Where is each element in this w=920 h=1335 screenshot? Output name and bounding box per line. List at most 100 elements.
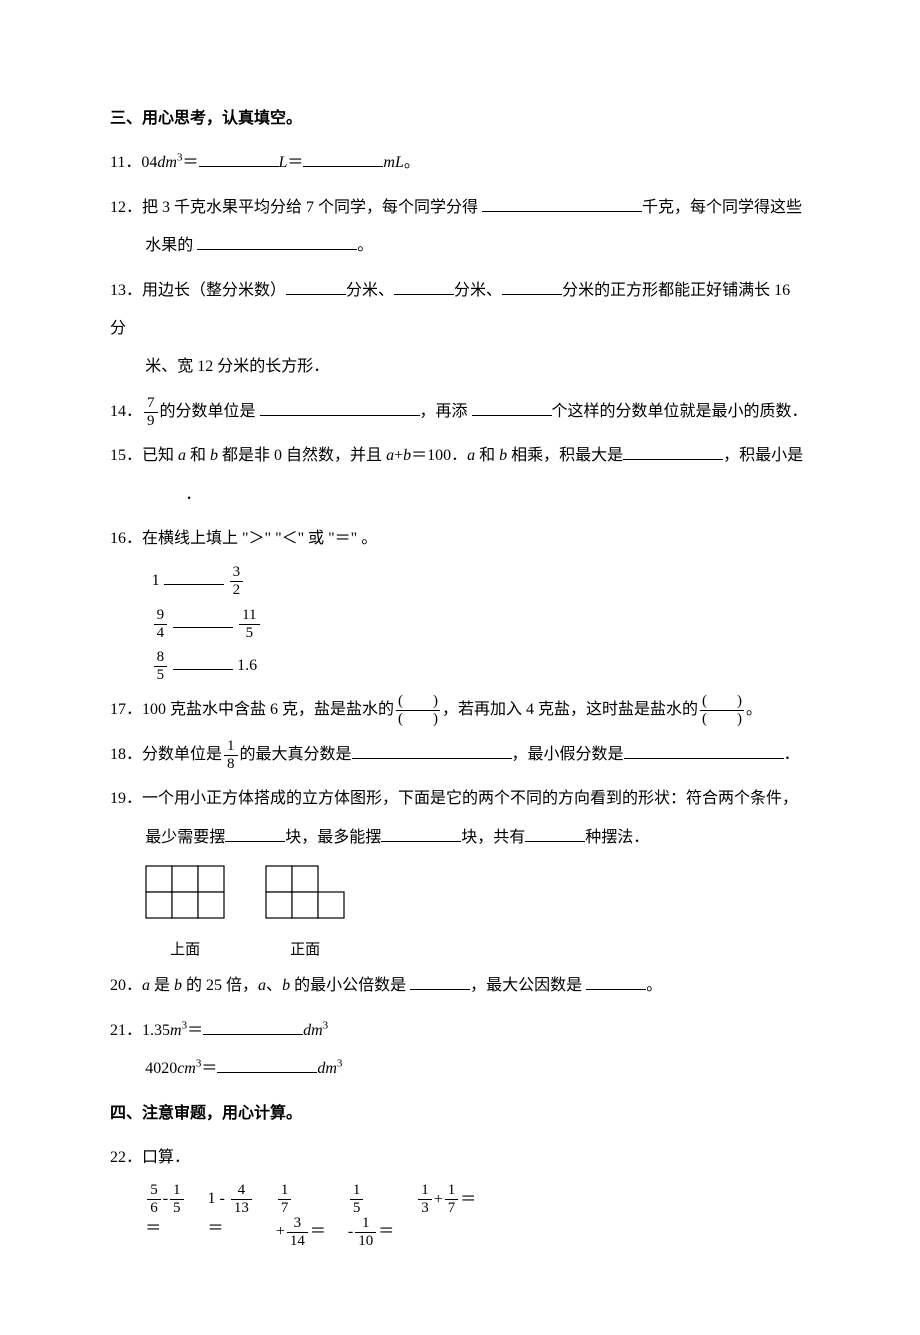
q-num: 22．	[110, 1149, 142, 1166]
frac-den: 5	[350, 1200, 364, 1216]
q-num: 20．	[110, 977, 142, 994]
blank[interactable]	[164, 568, 224, 585]
fraction-1-8: 18	[224, 739, 238, 772]
text: 分米、	[454, 282, 502, 299]
q13-line2: 米、宽 12 分米的长方形．	[110, 348, 810, 386]
text: ，再添	[420, 403, 472, 420]
val: 4020	[145, 1060, 177, 1077]
text: ，最小假分数是	[512, 746, 624, 763]
text: 口算．	[142, 1149, 190, 1166]
paren-fraction-blank[interactable]: ( )( )	[700, 694, 744, 727]
blank[interactable]	[286, 278, 346, 295]
var-b: b	[403, 447, 411, 464]
blank[interactable]	[352, 742, 512, 759]
blank[interactable]	[586, 973, 646, 990]
frac-num: 1	[418, 1183, 432, 1200]
var-a: a	[467, 447, 475, 464]
calc-item: 15 -110＝	[348, 1183, 394, 1249]
var-a: a	[386, 447, 394, 464]
grid-svg-front	[265, 865, 345, 919]
frac-num: 11	[239, 608, 259, 625]
frac-den: 2	[230, 582, 244, 598]
pf-bot: ( )	[700, 711, 744, 727]
frac-num: 1	[350, 1183, 364, 1200]
blank[interactable]	[525, 825, 585, 842]
blank[interactable]	[394, 278, 454, 295]
blank[interactable]	[203, 1018, 303, 1035]
blank[interactable]	[303, 150, 383, 167]
fraction: 15	[350, 1183, 364, 1216]
var-b: b	[174, 977, 182, 994]
text: 个这样的分数单位就是最小的质数．	[552, 403, 808, 420]
op: +	[276, 1224, 285, 1241]
text: 的最小公倍数是	[290, 977, 410, 994]
blank[interactable]	[173, 611, 233, 628]
period: 。	[404, 154, 420, 171]
q-num: 12．	[110, 199, 142, 216]
text: ．	[185, 486, 201, 503]
blank[interactable]	[199, 150, 279, 167]
text: 种摆法．	[585, 829, 649, 846]
text: 最少需要摆	[145, 829, 225, 846]
blank[interactable]	[472, 399, 552, 416]
q21-line2: 4020cm3＝dm3	[110, 1050, 810, 1088]
text: 1 -	[208, 1191, 225, 1208]
text: 已知	[142, 447, 178, 464]
q13: 13．用边长（整分米数）分米、分米、分米的正方形都能正好铺满长 16 分 米、宽…	[110, 272, 810, 387]
q21: 21．1.35m3＝dm3 4020cm3＝dm3	[110, 1012, 810, 1089]
frac-num: 8	[154, 650, 168, 667]
pf-bot: ( )	[396, 711, 440, 727]
text: 用边长（整分米数）	[142, 282, 286, 299]
blank[interactable]	[502, 278, 562, 295]
var-b: b	[210, 447, 218, 464]
q12: 12．把 3 千克水果平均分给 7 个同学，每个同学分得 千克，每个同学得这些 …	[110, 189, 810, 266]
text: 。	[357, 237, 373, 254]
blank[interactable]	[482, 195, 642, 212]
calc-item: 1 - 413 ＝	[208, 1183, 254, 1242]
frac-num: 7	[144, 396, 158, 413]
diagram-label: 上面	[145, 940, 225, 961]
text: 在横线上填上 "＞" "＜" 或 "＝" 。	[142, 530, 377, 547]
blank[interactable]	[260, 399, 420, 416]
calc-item: 17 +314＝	[276, 1183, 326, 1249]
op: -	[163, 1191, 168, 1208]
blank[interactable]	[173, 653, 233, 670]
plus: +	[394, 447, 403, 464]
sup-3: 3	[337, 1058, 343, 1070]
blank[interactable]	[217, 1056, 317, 1073]
fraction: 17	[278, 1183, 292, 1216]
q11-p1: 04	[141, 154, 157, 171]
blank[interactable]	[623, 443, 723, 460]
text: 米、宽 12 分米的长方形．	[145, 358, 329, 375]
frac-den: 6	[147, 1200, 161, 1216]
q-num: 13．	[110, 282, 142, 299]
compare-row: 85 1.6	[152, 647, 810, 685]
var-a: a	[258, 977, 266, 994]
blank[interactable]	[410, 973, 470, 990]
blank[interactable]	[197, 233, 357, 250]
q19-line2: 最少需要摆块，最多能摆块，共有种摆法．	[110, 819, 810, 857]
text: 是	[150, 977, 174, 994]
q-num: 19．	[110, 790, 142, 807]
frac-num: 3	[230, 565, 244, 582]
blank[interactable]	[225, 825, 285, 842]
blank[interactable]	[624, 742, 784, 759]
var-b: b	[282, 977, 290, 994]
fraction: 110	[355, 1216, 376, 1249]
q19-diagrams: 上面 正面	[110, 865, 810, 961]
sup-3: 3	[323, 1019, 329, 1031]
frac-den: 5	[154, 667, 168, 683]
calc-item: 56-15 ＝	[145, 1183, 185, 1242]
text: ．	[784, 746, 800, 763]
text: 块，最多能摆	[285, 829, 381, 846]
right-plain: 1.6	[237, 657, 257, 674]
text: 。	[746, 701, 762, 718]
q20: 20．a 是 b 的 25 倍，a、b 的最小公倍数是 ，最大公因数是 。	[110, 967, 810, 1005]
text: 的最大真分数是	[240, 746, 352, 763]
paren-fraction-blank[interactable]: ( )( )	[396, 694, 440, 727]
blank[interactable]	[381, 825, 461, 842]
q-num: 15．	[110, 447, 142, 464]
q15-line2: ．	[110, 476, 810, 514]
unit-m: m	[170, 1022, 182, 1039]
unit-cm: cm	[177, 1060, 196, 1077]
